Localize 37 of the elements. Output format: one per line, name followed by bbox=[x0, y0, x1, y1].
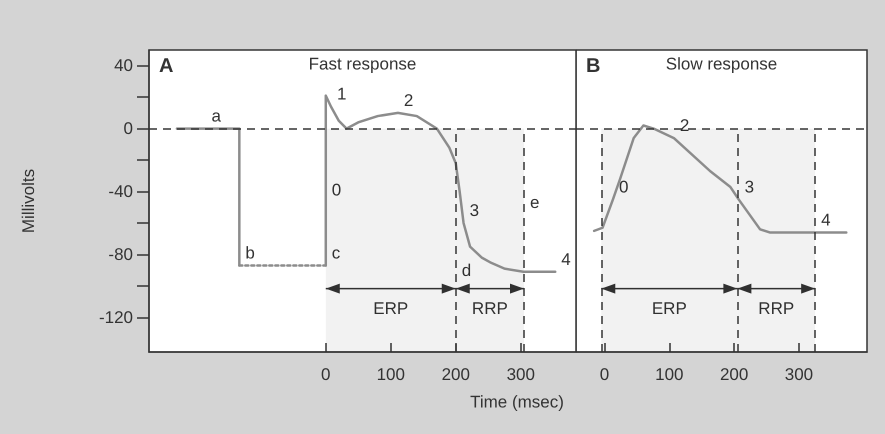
annotation: 1 bbox=[336, 84, 346, 104]
band-label: RRP bbox=[758, 299, 794, 318]
annotation: c bbox=[332, 243, 341, 262]
band-label: ERP bbox=[652, 299, 687, 318]
x-tick-label: 300 bbox=[506, 365, 535, 384]
annotation: d bbox=[462, 260, 472, 280]
annotation: 3 bbox=[470, 201, 480, 220]
x-axis-title: Time (msec) bbox=[470, 392, 564, 412]
annotation: 4 bbox=[821, 210, 831, 230]
chart-title: Fast response bbox=[308, 54, 416, 74]
annotation: 0 bbox=[618, 177, 628, 196]
annotation: A bbox=[159, 55, 174, 77]
x-tick-label: 200 bbox=[720, 365, 748, 384]
chart-title: Slow response bbox=[666, 54, 778, 74]
y-axis-title: Millivolts bbox=[19, 168, 38, 234]
y-tick-label: -120 bbox=[98, 308, 133, 327]
band-label: ERP bbox=[373, 299, 408, 318]
annotation: 2 bbox=[680, 116, 690, 136]
annotation: 4 bbox=[561, 250, 571, 269]
x-tick-label: 100 bbox=[376, 365, 405, 384]
y-tick-label: -40 bbox=[108, 182, 133, 202]
annotation: B bbox=[586, 55, 600, 77]
y-tick-label: 0 bbox=[124, 119, 133, 138]
x-tick-label: 300 bbox=[784, 365, 814, 384]
x-tick-label: 0 bbox=[321, 365, 331, 384]
x-tick-label: 100 bbox=[655, 365, 684, 384]
y-tick-label: -80 bbox=[108, 244, 133, 264]
annotation: a bbox=[212, 106, 222, 126]
y-tick-label: 40 bbox=[114, 56, 133, 76]
band-label: RRP bbox=[472, 299, 508, 318]
annotation: e bbox=[530, 193, 540, 212]
annotation: 2 bbox=[404, 90, 414, 110]
x-tick-label: 0 bbox=[600, 365, 610, 384]
annotation: b bbox=[245, 243, 255, 262]
x-tick-label: 200 bbox=[442, 365, 470, 384]
annotation: 0 bbox=[332, 180, 342, 200]
annotation: 3 bbox=[744, 177, 754, 196]
